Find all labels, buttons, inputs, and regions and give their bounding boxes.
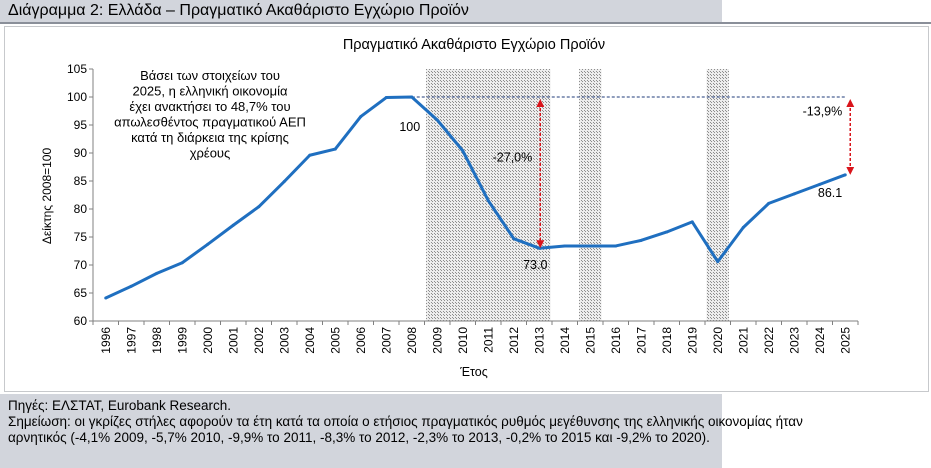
x-tick-label: 2018 (660, 327, 674, 354)
data-point (206, 242, 210, 246)
data-point (486, 199, 490, 203)
data-point (639, 238, 643, 242)
gdp-series-line (105, 95, 846, 300)
data-point (665, 230, 669, 234)
x-tick-label: 2006 (354, 327, 368, 354)
data-point (716, 260, 720, 264)
header-band: Διάγραμμα 2: Ελλάδα – Πραγματικό Ακαθάρι… (0, 0, 931, 22)
data-point (461, 149, 465, 153)
x-tick-label: 2014 (558, 327, 572, 354)
data-point (741, 225, 745, 229)
y-tick-label: 100 (67, 90, 87, 104)
recession-band (706, 69, 729, 321)
data-point (818, 182, 822, 186)
x-tick-label: 2009 (430, 327, 444, 354)
data-label: 100 (399, 120, 420, 134)
chart-frame (4, 26, 929, 392)
x-tick-label: 2002 (252, 327, 266, 354)
x-tick-label: 2001 (226, 327, 240, 354)
x-tick-label: 2011 (481, 327, 495, 353)
x-tick-label: 1999 (175, 327, 189, 354)
data-point (563, 244, 567, 248)
data-point (180, 261, 184, 265)
data-point (359, 115, 363, 119)
x-tick-label: 2003 (277, 327, 291, 354)
y-tick-label: 95 (74, 118, 88, 132)
header-divider (0, 22, 931, 24)
x-tick-label: 2024 (813, 327, 827, 354)
y-tick-label: 65 (74, 286, 88, 300)
annotation-line: χρέους (190, 146, 231, 161)
data-point (410, 95, 414, 99)
x-tick-label: 2013 (532, 327, 546, 354)
data-point (104, 296, 108, 300)
x-tick-label: 2005 (328, 327, 342, 354)
data-point (512, 237, 516, 241)
data-point (257, 205, 261, 209)
x-tick-label: 2022 (762, 327, 776, 354)
x-tick-label: 2020 (711, 327, 725, 354)
y-tick-label: 70 (74, 258, 88, 272)
data-point (155, 271, 159, 275)
footer-background (0, 394, 722, 468)
data-point (308, 153, 312, 157)
x-tick-label: 1996 (99, 327, 113, 354)
data-point (614, 244, 618, 248)
x-tick-label: 2017 (634, 327, 648, 354)
data-label: 73.0 (523, 258, 547, 272)
x-tick-label: 2010 (456, 327, 470, 354)
y-tick-label: 85 (74, 174, 88, 188)
x-tick-label: 2023 (787, 327, 801, 354)
x-tick-label: 2004 (303, 327, 317, 354)
x-tick-label: 2021 (736, 327, 750, 354)
recession-band (579, 69, 602, 321)
annotation-line: απωλεσθέντος πραγματικού ΑΕΠ (114, 115, 306, 130)
x-tick-label: 2019 (685, 327, 699, 354)
data-point (333, 147, 337, 151)
x-tick-label: 1997 (124, 327, 138, 354)
x-tick-label: 2007 (379, 327, 393, 354)
annotation-line: Βάσει των στοιχείων του (140, 68, 280, 83)
data-point (129, 284, 133, 288)
header-background (0, 0, 722, 22)
note-text: Σημείωση: οι γκρίζες στήλες αφορούν τα έ… (8, 414, 803, 445)
data-point (588, 244, 592, 248)
x-tick-label: 2012 (507, 327, 521, 354)
y-tick-label: 105 (67, 62, 87, 76)
y-axis-title: Δείκτης 2008=100 (40, 148, 54, 245)
data-point (384, 96, 388, 100)
figure-title: Διάγραμμα 2: Ελλάδα – Πραγματικό Ακαθάρι… (8, 2, 469, 19)
data-point (843, 173, 847, 177)
chart-title: Πραγματικό Ακαθάριστο Εγχώριο Προϊόν (343, 37, 605, 53)
y-tick-label: 60 (74, 314, 88, 328)
y-tick-label: 80 (74, 202, 88, 216)
data-point (690, 220, 694, 224)
footer-notes: Πηγές: ΕΛΣΤΑΤ, Eurobank Research. Σημείω… (8, 398, 853, 446)
annotation-line: έχει ανακτήσει το 48,7% του (129, 99, 290, 114)
annotation-text: Βάσει των στοιχείων του 2025, η ελληνική … (114, 68, 306, 161)
x-axis-title: Έτος (459, 365, 488, 379)
data-point (537, 246, 541, 250)
x-tick-label: 2025 (838, 327, 852, 354)
recession-band (426, 69, 551, 321)
y-tick-label: 90 (74, 146, 88, 160)
decline-label: -13,9% (803, 104, 843, 118)
annotation-line: κατά τη διάρκεια της κρίσης (131, 130, 289, 145)
sources-text: Πηγές: ΕΛΣΤΑΤ, Eurobank Research. (8, 398, 231, 413)
data-point (282, 180, 286, 184)
y-tick-label: 75 (74, 230, 88, 244)
x-tick-label: 2000 (201, 327, 215, 354)
data-point (792, 192, 796, 196)
x-tick-label: 2008 (405, 327, 419, 354)
data-label: 86.1 (818, 186, 842, 200)
x-tick-label: 1998 (150, 327, 164, 354)
data-point (767, 201, 771, 205)
x-tick-label: 2015 (583, 327, 597, 354)
decline-label: -27,0% (493, 150, 533, 164)
x-tick-label: 2016 (609, 327, 623, 354)
annotation-line: 2025, η ελληνική οικονομία (132, 84, 288, 99)
data-point (435, 118, 439, 122)
data-point (231, 223, 235, 227)
